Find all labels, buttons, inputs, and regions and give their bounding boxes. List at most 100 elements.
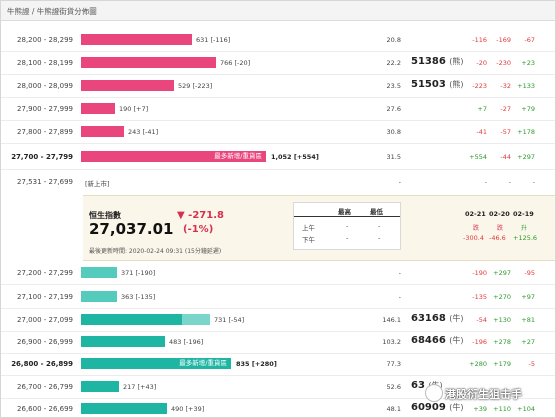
index-value: 27,037.01 bbox=[89, 220, 174, 238]
change-value: -67 bbox=[524, 36, 535, 44]
direction-label: 升 bbox=[521, 225, 528, 232]
bull-bar[interactable] bbox=[81, 403, 167, 414]
bear-bar[interactable] bbox=[81, 80, 174, 91]
change-value: +79 bbox=[521, 105, 535, 113]
bar-lighter-segment bbox=[182, 314, 210, 325]
header-low: 最低 bbox=[370, 208, 383, 216]
change-value: +280 bbox=[469, 360, 487, 368]
table-row[interactable]: 27,000 - 27,099 731 [-54] 146.1 63168 (牛… bbox=[1, 309, 555, 331]
change-value: -223 bbox=[472, 82, 487, 90]
range-label: 28,100 - 28,199 bbox=[17, 59, 73, 67]
table-row[interactable]: 27,531 - 27,699 [新上市] - - - - bbox=[1, 171, 555, 193]
bear-bar[interactable] bbox=[81, 57, 216, 68]
range-label: 28,200 - 28,299 bbox=[17, 36, 73, 44]
divider bbox=[1, 51, 555, 52]
bar-label: 835 [+280] bbox=[236, 360, 277, 368]
session-label: 上午 bbox=[302, 224, 315, 232]
table-row[interactable]: 27,800 - 27,899 243 [-41] 30.8 -41 -57 +… bbox=[1, 121, 555, 143]
session-low: - bbox=[378, 222, 381, 230]
hsi-panel: 恒生指數 27,037.01 ▼ -271.8 (-1%) 最後更新時間: 20… bbox=[83, 195, 555, 261]
bull-bar[interactable] bbox=[81, 336, 165, 347]
divider bbox=[1, 331, 555, 332]
warrant-code-link[interactable]: 51503 (熊) bbox=[411, 79, 464, 90]
change-value: +110 bbox=[493, 405, 511, 413]
bar-label: 529 [-223] bbox=[178, 82, 213, 90]
bar-label: 631 [-116] bbox=[196, 36, 231, 44]
divider bbox=[1, 353, 555, 354]
most-added-note: 最多新增/重貨區 bbox=[179, 359, 227, 367]
change-value: -169 bbox=[496, 36, 511, 44]
bear-bar[interactable] bbox=[81, 103, 115, 114]
breadcrumb[interactable]: 牛熊證 / 牛熊證街貨分佈圖 bbox=[7, 7, 97, 16]
daily-change: +125.6 bbox=[513, 234, 538, 242]
bar-label: 363 [-135] bbox=[121, 293, 156, 301]
table-row[interactable]: 26,800 - 26,899 最多新增/重貨區 835 [+280] 77.3… bbox=[1, 353, 555, 375]
change-value: +23 bbox=[521, 59, 535, 67]
table-row[interactable]: 28,200 - 28,299 631 [-116] 20.8 -116 -16… bbox=[1, 29, 555, 51]
daily-change: -300.4 bbox=[463, 234, 484, 242]
change-value: - bbox=[484, 178, 487, 186]
change-value: -27 bbox=[500, 105, 511, 113]
bar-label: 490 [+39] bbox=[171, 405, 205, 413]
bull-bar-highlight[interactable]: 最多新增/重貨區 bbox=[81, 358, 231, 369]
bar-label: 371 [-190] bbox=[121, 269, 156, 277]
change-value: -44 bbox=[500, 153, 511, 161]
bear-bar[interactable] bbox=[81, 34, 192, 45]
index-change-pct: (-1%) bbox=[183, 224, 214, 235]
distance-value: - bbox=[398, 293, 401, 301]
wechat-logo-icon bbox=[425, 384, 443, 402]
range-label: 27,700 - 27,799 bbox=[11, 153, 73, 161]
warrant-code-link[interactable]: 60909 (牛) bbox=[411, 402, 464, 413]
divider bbox=[1, 97, 555, 98]
table-row[interactable]: 28,000 - 28,099 529 [-223] 23.5 51503 (熊… bbox=[1, 75, 555, 97]
direction-label: 跌 bbox=[473, 225, 480, 232]
table-row[interactable]: 27,200 - 27,299 371 [-190] - -190 +297 -… bbox=[1, 262, 555, 284]
bull-bar[interactable] bbox=[81, 314, 210, 325]
index-change: ▼ -271.8 bbox=[177, 210, 224, 221]
table-row[interactable]: 27,700 - 27,799 最多新增/重貨區 1,052 [+554] 31… bbox=[1, 146, 555, 168]
daily-change: -46.6 bbox=[489, 234, 506, 242]
warrant-code-link[interactable]: 68466 (牛) bbox=[411, 335, 464, 346]
bull-bar[interactable] bbox=[81, 291, 117, 302]
distance-value: 52.6 bbox=[386, 383, 401, 391]
date-header: 02-20 bbox=[489, 210, 510, 218]
change-value: -190 bbox=[472, 269, 487, 277]
bull-bar[interactable] bbox=[81, 267, 117, 278]
divider bbox=[1, 74, 555, 75]
change-value: -135 bbox=[472, 293, 487, 301]
session-high: - bbox=[346, 234, 349, 242]
mini-table-header: 最高 最低 bbox=[294, 203, 400, 217]
session-label: 下午 bbox=[302, 236, 315, 244]
bear-bar-highlight[interactable]: 最多新增/重貨區 bbox=[81, 151, 266, 162]
warrant-code-link[interactable]: 63168 (牛) bbox=[411, 313, 464, 324]
watermark-text: 港股衍生狙击手 bbox=[445, 388, 522, 401]
range-label: 26,900 - 26,999 bbox=[17, 338, 73, 346]
bull-bar[interactable] bbox=[81, 381, 119, 392]
distance-value: 48.1 bbox=[386, 405, 401, 413]
bear-bar[interactable] bbox=[81, 126, 124, 137]
range-label: 26,700 - 26,799 bbox=[17, 383, 73, 391]
distance-value: 23.5 bbox=[386, 82, 401, 90]
bar-label: 766 [-20] bbox=[220, 59, 251, 67]
range-label: 26,600 - 26,699 bbox=[17, 405, 73, 413]
table-row[interactable]: 26,600 - 26,699 490 [+39] 48.1 60909 (牛)… bbox=[1, 398, 555, 417]
warrant-code-link[interactable]: 51386 (熊) bbox=[411, 56, 464, 67]
session-low: - bbox=[378, 234, 381, 242]
change-value: -116 bbox=[472, 36, 487, 44]
table-row[interactable]: 27,900 - 27,999 190 [+7] 27.6 +7 -27 +79 bbox=[1, 98, 555, 120]
divider bbox=[1, 169, 555, 170]
range-label: 26,800 - 26,899 bbox=[11, 360, 73, 368]
change-value: +278 bbox=[493, 338, 511, 346]
change-value: -196 bbox=[472, 338, 487, 346]
table-row[interactable]: 28,100 - 28,199 766 [-20] 22.2 51386 (熊)… bbox=[1, 52, 555, 74]
change-value: -32 bbox=[500, 82, 511, 90]
table-row[interactable]: 27,100 - 27,199 363 [-135] - -135 +270 +… bbox=[1, 286, 555, 308]
table-row[interactable]: 26,900 - 26,999 483 [-196] 103.2 68466 (… bbox=[1, 331, 555, 353]
change-value: +133 bbox=[517, 82, 535, 90]
change-value: +554 bbox=[469, 153, 487, 161]
bar-label: 1,052 [+554] bbox=[271, 153, 319, 161]
range-label: 27,000 - 27,099 bbox=[17, 316, 73, 324]
new-listing-label: [新上市] bbox=[85, 180, 110, 188]
change-value: -95 bbox=[524, 269, 535, 277]
